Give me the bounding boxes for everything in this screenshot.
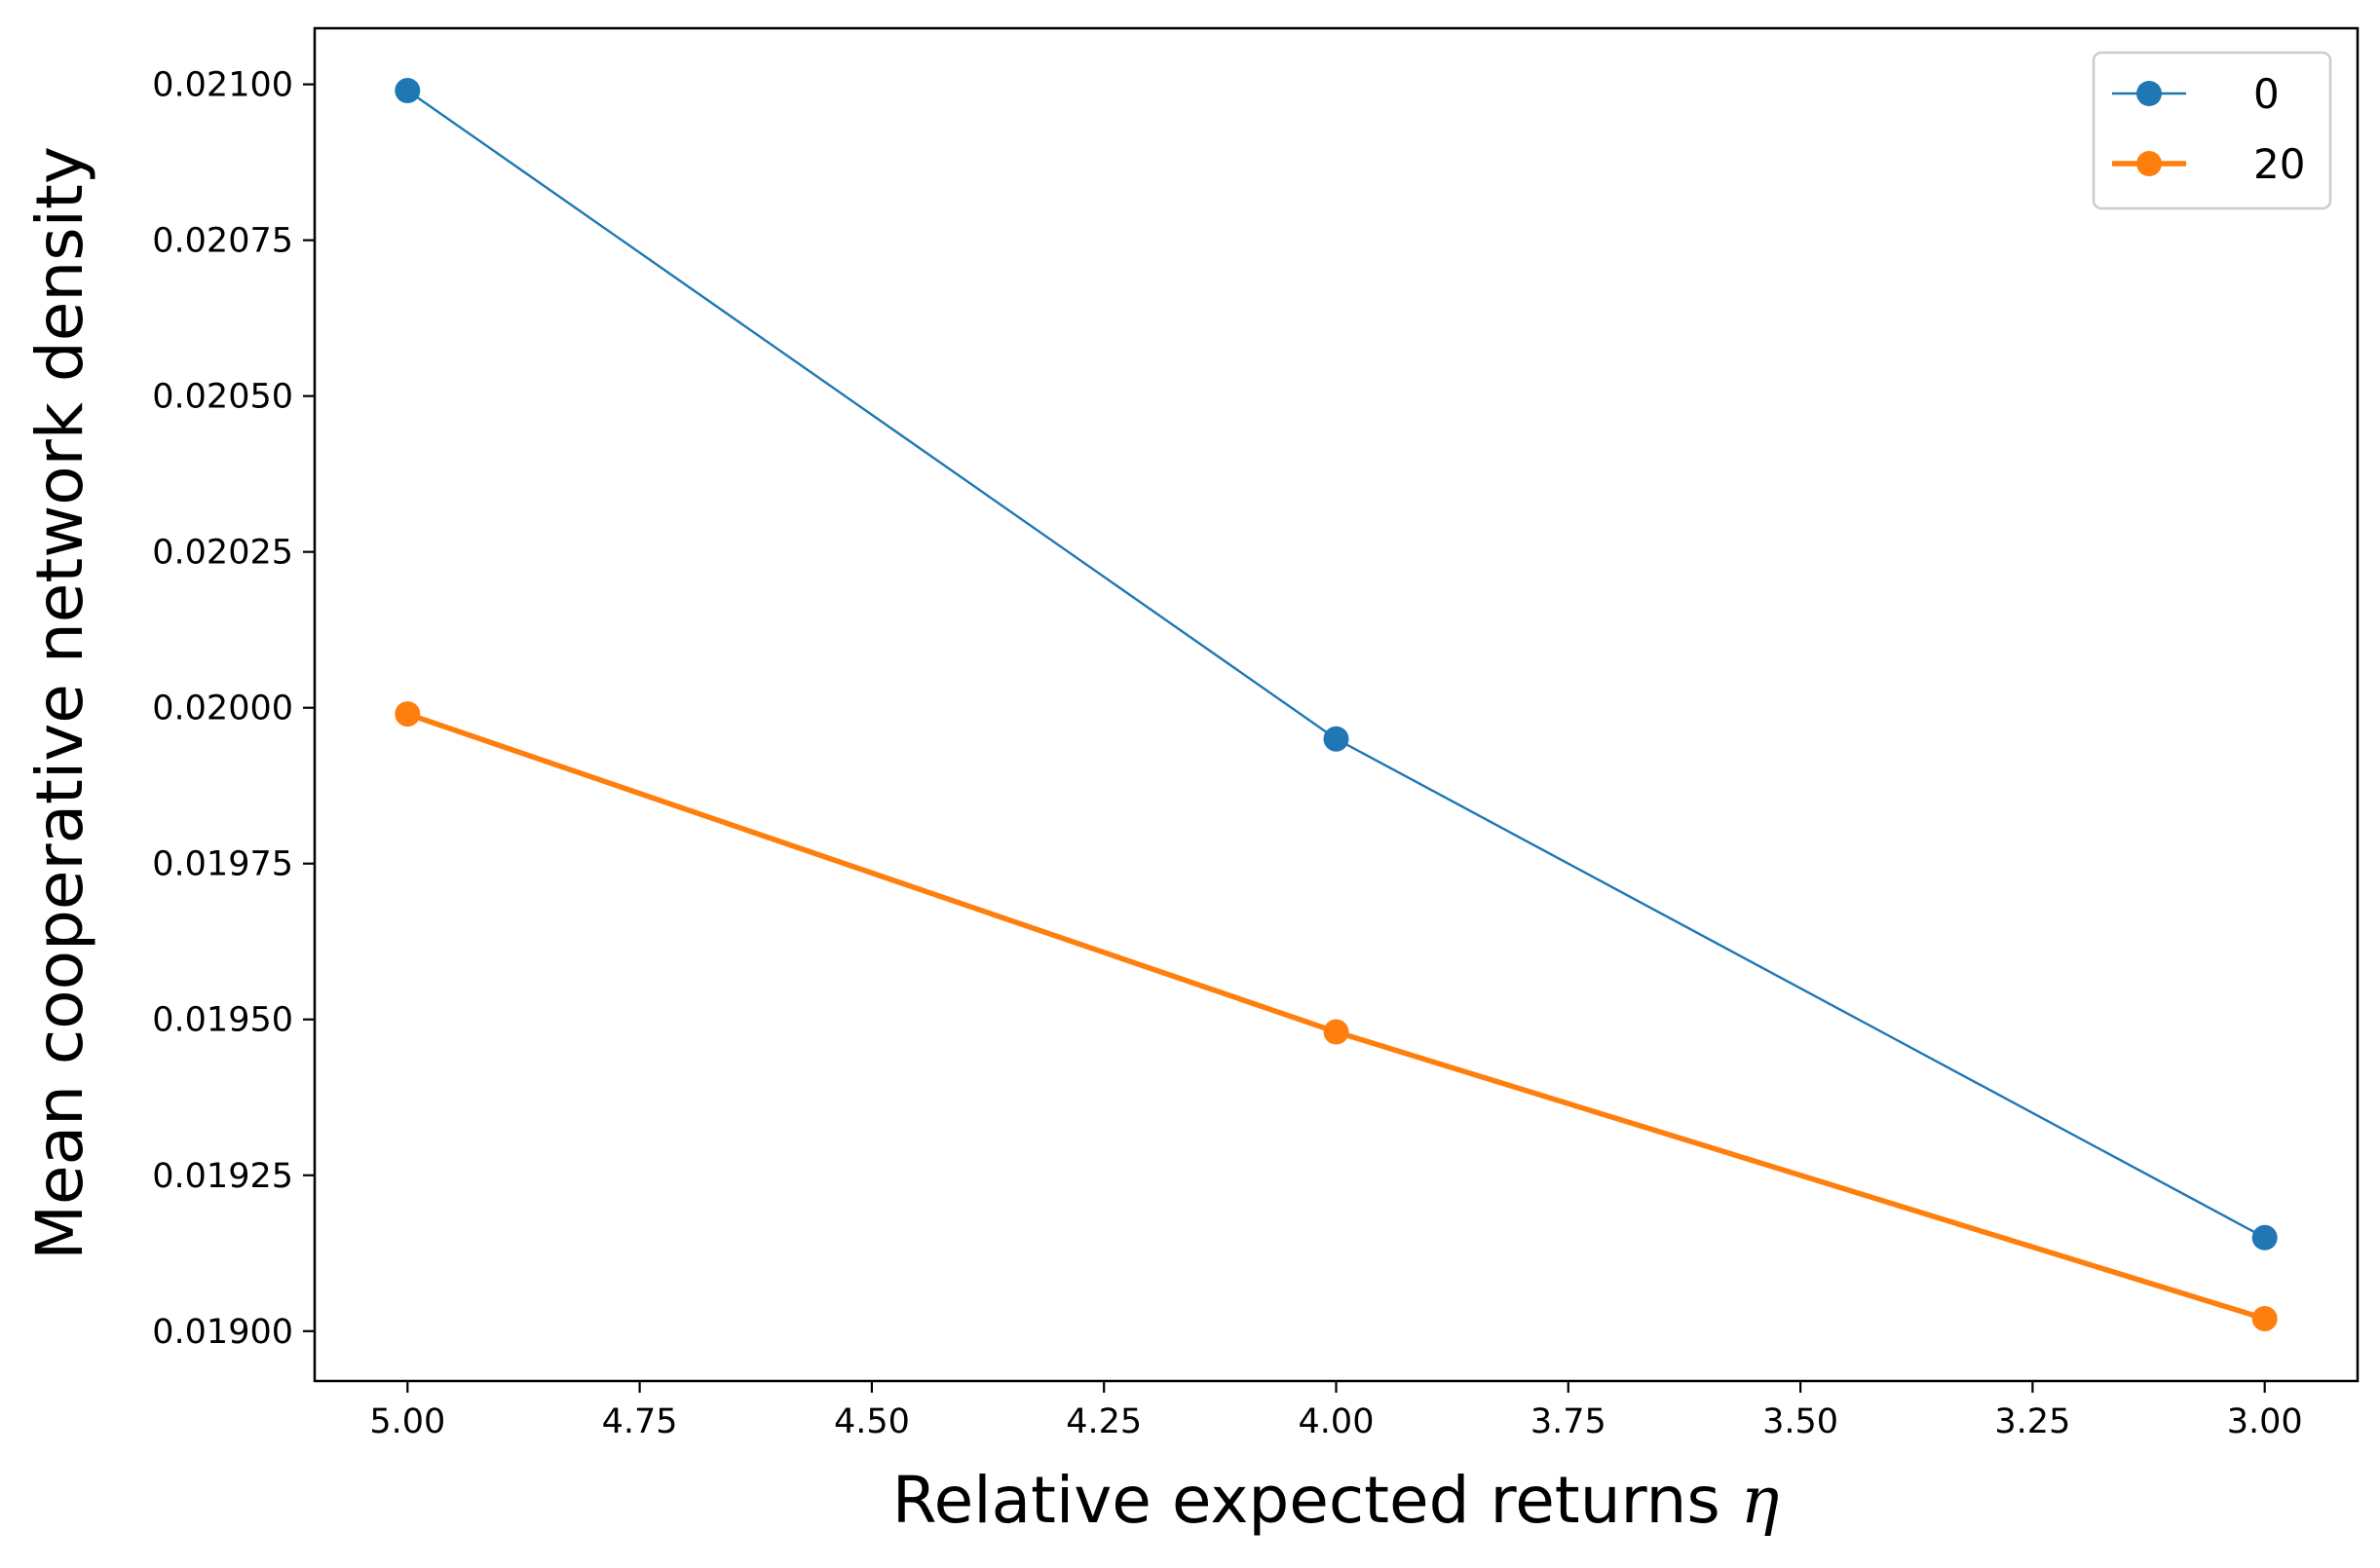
x-tick-label: 3.75 (1530, 1402, 1606, 1441)
legend-label: 20 (2253, 140, 2305, 188)
y-axis-label: Mean cooperative network density (22, 146, 97, 1260)
series-20 (395, 701, 2278, 1331)
data-point (395, 78, 421, 104)
series-0 (395, 78, 2278, 1251)
legend-marker (2136, 81, 2162, 106)
legend-marker (2136, 151, 2162, 176)
x-tick-label: 4.75 (602, 1402, 678, 1441)
y-tick-label: 0.01925 (152, 1157, 293, 1196)
x-tick-label: 3.50 (1762, 1402, 1838, 1441)
data-point (1323, 1019, 1349, 1045)
x-tick-label: 4.25 (1066, 1402, 1142, 1441)
y-tick-label: 0.02025 (152, 534, 293, 573)
data-point (395, 701, 421, 728)
y-tick-label: 0.02000 (152, 690, 293, 728)
x-tick-label: 4.00 (1299, 1402, 1375, 1441)
y-tick-label: 0.01900 (152, 1313, 293, 1352)
plot-layer (395, 78, 2278, 1331)
data-point (2251, 1305, 2278, 1331)
y-tick-label: 0.01950 (152, 1001, 293, 1040)
series-line-0 (406, 90, 2266, 1239)
plot-frame (313, 26, 2360, 1383)
x-tick-label: 4.50 (834, 1402, 910, 1441)
legend: 020 (2092, 51, 2332, 210)
x-axis-label: Relative expected returns η (892, 1463, 1780, 1538)
y-tick-label: 0.02100 (152, 66, 293, 105)
data-point (1323, 726, 1349, 752)
y-tick-label: 0.02050 (152, 378, 293, 417)
series-line-20 (406, 711, 2266, 1322)
y-tick-label: 0.01975 (152, 845, 293, 884)
y-axis-ticks: 0.01900 0.01925 0.01950 0.01975 0.02000 0.020… (152, 66, 315, 1352)
x-tick-label: 3.25 (1994, 1402, 2070, 1441)
x-axis-ticks: 5.00 4.75 4.50 4.25 4.00 3.75 3.50 3.25 3.00 (369, 1381, 2303, 1441)
x-tick-label: 5.00 (369, 1402, 445, 1441)
data-point (2251, 1224, 2278, 1251)
y-tick-label: 0.02075 (152, 222, 293, 261)
legend-label: 0 (2253, 70, 2280, 118)
x-tick-label: 3.00 (2227, 1402, 2303, 1441)
